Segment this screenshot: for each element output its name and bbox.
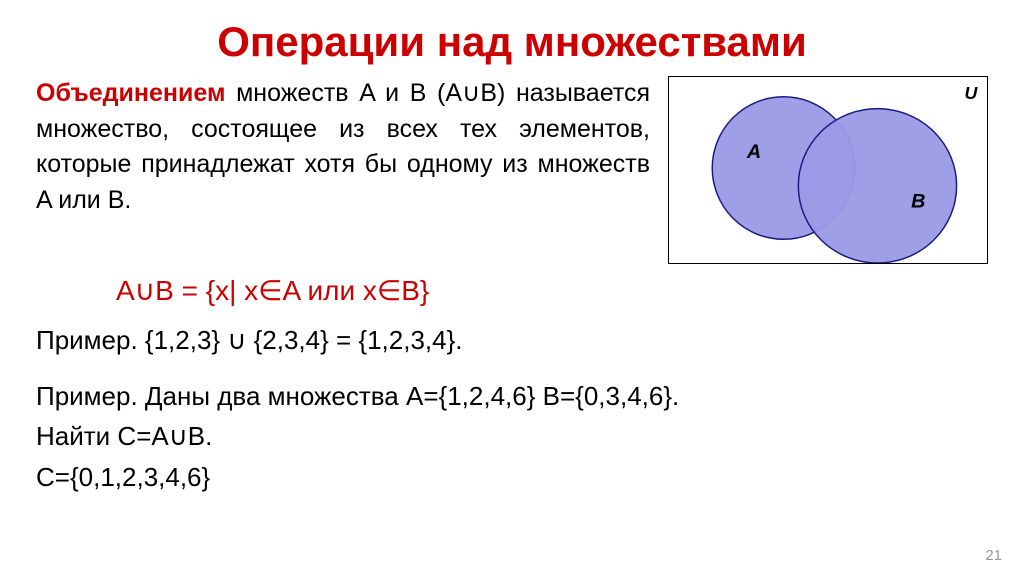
example-2-line2: Найти C=A∪B. — [36, 416, 988, 456]
example-2-line3: C={0,1,2,3,4,6} — [36, 457, 988, 497]
venn-circle-b — [798, 109, 956, 263]
venn-label-a: A — [746, 141, 761, 163]
definition-lead: Объединением — [36, 79, 225, 107]
top-row: Объединением множеств A и B (A∪B) называ… — [36, 76, 988, 264]
venn-diagram: A B U — [668, 76, 988, 264]
page-number: 21 — [985, 547, 1002, 564]
example-2-line1: Пример. Даны два множества A={1,2,4,6} B… — [36, 376, 988, 416]
formula: A∪B = {x| x∈A или x∈B} — [36, 274, 988, 307]
definition-text: Объединением множеств A и B (A∪B) называ… — [36, 76, 650, 218]
slide-content: Объединением множеств A и B (A∪B) называ… — [0, 76, 1024, 497]
venn-label-b: B — [911, 191, 925, 213]
venn-label-universal: U — [965, 83, 979, 103]
example-2: Пример. Даны два множества A={1,2,4,6} B… — [36, 376, 988, 497]
slide-title: Операции над множествами — [0, 0, 1024, 76]
example-1: Пример. {1,2,3} ∪ {2,3,4} = {1,2,3,4}. — [36, 323, 988, 358]
venn-svg: A B U — [669, 77, 987, 263]
